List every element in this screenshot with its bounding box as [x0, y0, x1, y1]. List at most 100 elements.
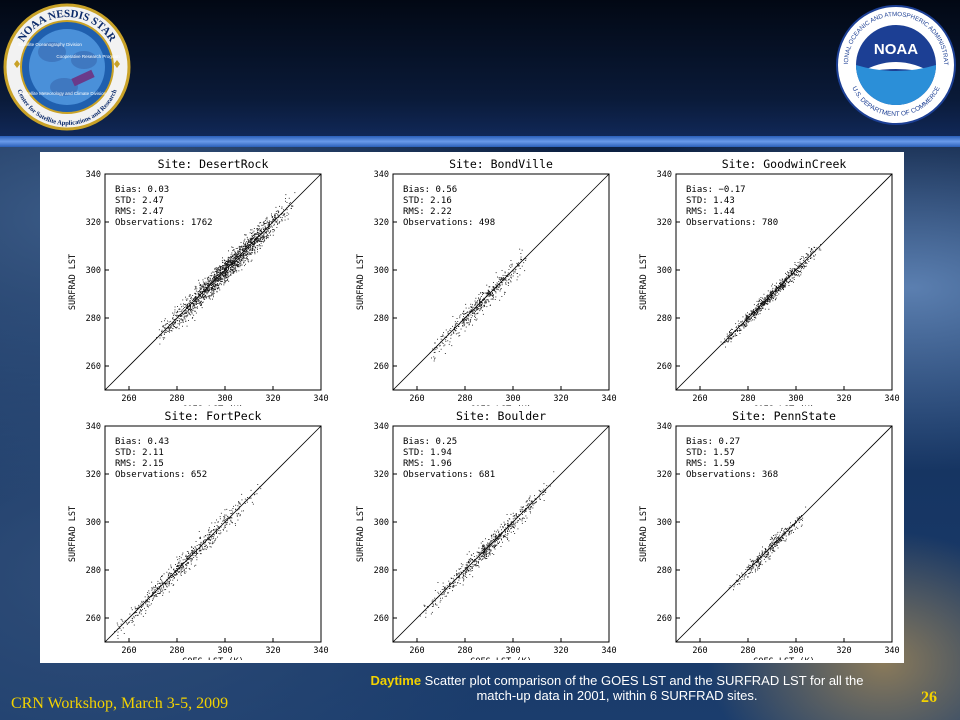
data-point [774, 288, 776, 289]
data-point [224, 281, 226, 282]
data-point [212, 290, 214, 292]
data-point [265, 227, 267, 229]
data-point [794, 525, 795, 527]
data-point [164, 327, 166, 329]
data-point [425, 610, 427, 612]
data-point [466, 569, 468, 571]
data-point [775, 287, 777, 288]
data-point [199, 294, 200, 295]
data-point [747, 321, 749, 323]
data-point [131, 617, 133, 619]
data-point [508, 525, 510, 527]
data-point [767, 554, 768, 556]
data-point [451, 345, 453, 347]
data-point [258, 233, 260, 234]
data-point [228, 270, 230, 272]
data-point [760, 309, 762, 311]
data-point [511, 527, 512, 529]
data-point [122, 627, 124, 629]
data-point [498, 286, 499, 288]
data-point [203, 540, 205, 542]
data-point [443, 589, 445, 590]
data-point [725, 346, 726, 348]
data-point [771, 548, 773, 549]
data-point [251, 259, 253, 261]
data-point [765, 297, 767, 299]
data-point [442, 335, 444, 337]
data-point [722, 343, 724, 345]
data-point [509, 524, 511, 526]
data-point [175, 327, 177, 329]
data-point [742, 324, 743, 326]
data-point [196, 300, 197, 302]
data-point [223, 275, 225, 276]
data-point [807, 259, 808, 261]
data-point [216, 269, 218, 271]
data-point [196, 307, 198, 309]
data-point [221, 273, 223, 275]
data-point [501, 532, 502, 534]
data-point [250, 242, 252, 243]
data-point [491, 545, 493, 546]
data-point [137, 614, 139, 616]
data-point [532, 504, 534, 506]
data-point [239, 260, 240, 262]
data-point [759, 562, 761, 564]
data-point [768, 548, 770, 550]
data-point [464, 330, 466, 332]
stats-line: Observations: 780 [686, 218, 778, 228]
data-point [508, 274, 510, 276]
data-point [469, 566, 471, 567]
data-point [749, 567, 751, 568]
data-point [754, 313, 755, 315]
data-point [286, 215, 288, 216]
data-point [783, 280, 785, 282]
data-point [169, 582, 170, 584]
data-point [784, 528, 786, 530]
data-point [775, 294, 776, 296]
data-point [810, 249, 812, 251]
data-point [481, 304, 483, 306]
data-point [202, 548, 204, 550]
data-point [135, 615, 136, 617]
data-point [753, 313, 755, 315]
data-point [248, 247, 250, 248]
data-point [748, 566, 749, 568]
data-point [246, 256, 248, 258]
data-point [266, 218, 268, 220]
data-point [543, 483, 545, 485]
data-point [252, 244, 253, 246]
data-point [784, 533, 786, 534]
data-point [196, 552, 197, 553]
data-point [470, 306, 472, 307]
data-point [146, 604, 148, 606]
data-point [277, 223, 278, 225]
data-point [784, 282, 785, 283]
data-point [135, 608, 137, 609]
data-point [446, 588, 448, 590]
data-point [148, 599, 150, 600]
svg-text:Cooperative Research Program: Cooperative Research Program [56, 54, 120, 59]
data-point [213, 291, 215, 292]
data-point [190, 307, 191, 308]
data-point [767, 550, 769, 552]
data-point [264, 226, 266, 228]
data-point [769, 558, 771, 560]
data-point [473, 309, 475, 311]
data-point [486, 292, 488, 294]
data-point [205, 281, 207, 283]
data-point [196, 559, 198, 561]
data-point [200, 542, 202, 544]
data-point [768, 298, 770, 300]
data-point [545, 490, 547, 491]
data-point [269, 231, 271, 233]
y-tick-label: 260 [657, 362, 672, 372]
data-point [279, 205, 280, 207]
data-point [230, 517, 232, 519]
data-point [474, 564, 476, 565]
data-point [178, 571, 179, 573]
data-point [506, 280, 508, 282]
data-point [755, 314, 757, 316]
data-point [811, 257, 813, 259]
data-point [464, 567, 466, 569]
